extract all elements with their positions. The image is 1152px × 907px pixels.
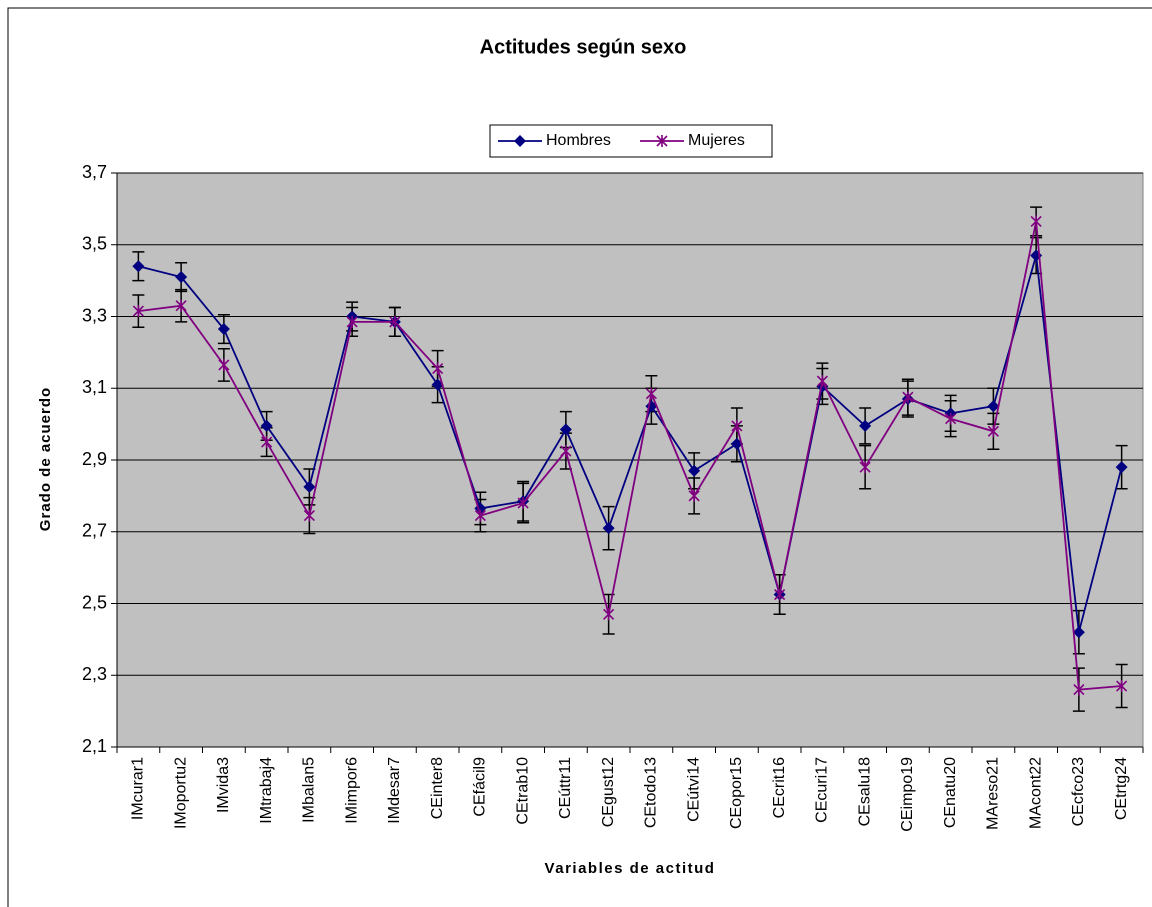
x-tick-label: CEgust12 [600, 757, 617, 827]
x-tick-label: IMdesar7 [386, 757, 403, 824]
x-tick-label: CEinter8 [429, 757, 446, 819]
marker [859, 419, 872, 432]
marker [731, 419, 743, 432]
marker [261, 436, 273, 449]
marker [603, 608, 615, 621]
x-tick-label: CEtrab10 [514, 757, 531, 825]
y-axis-label: Grado de acuerdo [37, 387, 54, 531]
marker [303, 480, 316, 493]
y-tick-label: 3,7 [82, 162, 107, 182]
chart-title: Actitudes según sexo [480, 36, 687, 58]
marker [132, 260, 145, 273]
x-tick-label: CEcuri17 [814, 757, 831, 823]
y-tick-label: 2,1 [82, 736, 107, 756]
marker [645, 387, 657, 400]
y-tick-label: 2,5 [82, 592, 107, 612]
x-axis-label: Variables de actitud [545, 860, 716, 877]
x-tick-label: CEcfco23 [1070, 757, 1087, 826]
legend-label: Hombres [546, 132, 611, 149]
marker [816, 375, 828, 388]
series-line [138, 221, 1122, 691]
marker [432, 362, 444, 375]
marker [1115, 461, 1128, 474]
marker [987, 400, 1000, 413]
marker [175, 299, 187, 312]
marker [774, 588, 786, 601]
y-tick-label: 3,5 [82, 234, 107, 254]
marker [559, 423, 572, 436]
marker [517, 497, 529, 510]
marker [656, 135, 668, 147]
y-tick-label: 2,3 [82, 664, 107, 684]
marker [688, 489, 700, 502]
y-tick-label: 2,9 [82, 449, 107, 469]
marker [688, 464, 701, 477]
marker [218, 358, 230, 371]
x-tick-label: CEcrit16 [771, 757, 788, 818]
marker [602, 522, 615, 535]
marker [514, 135, 526, 147]
marker [1030, 215, 1042, 228]
x-tick-label: CEopor15 [728, 757, 745, 829]
marker [260, 419, 273, 432]
marker [474, 509, 486, 522]
marker [987, 425, 999, 438]
x-tick-label: CEútvi14 [685, 757, 702, 822]
legend-label: Mujeres [688, 132, 745, 149]
x-tick-label: MAcont22 [1027, 757, 1044, 829]
x-tick-label: CEfácil9 [472, 757, 489, 817]
x-tick-label: IMtrabaj4 [258, 757, 275, 824]
marker [346, 315, 358, 328]
marker [945, 412, 957, 425]
x-tick-label: IMbalan5 [301, 757, 318, 823]
x-tick-label: IMvida3 [215, 757, 232, 813]
y-tick-label: 3,1 [82, 377, 107, 397]
x-tick-label: CEtodo13 [643, 757, 660, 828]
x-tick-label: CEúttr11 [557, 757, 574, 819]
x-tick-label: IMoportu2 [172, 757, 189, 829]
marker [175, 271, 188, 284]
marker [1073, 683, 1085, 696]
series-line [138, 255, 1123, 633]
x-tick-label: MAreso21 [985, 757, 1002, 830]
marker [217, 323, 230, 336]
x-tick-label: CEnatu20 [942, 757, 959, 828]
x-tick-label: CEsalu18 [856, 757, 873, 826]
x-tick-label: IMimpor6 [343, 757, 360, 824]
marker [389, 315, 401, 328]
marker [560, 445, 572, 458]
marker [859, 461, 871, 474]
legend: Hombres Mujeres [489, 124, 773, 158]
marker [902, 391, 914, 404]
marker [303, 509, 315, 522]
x-tick-label: IMcurar1 [130, 757, 147, 820]
marker [1116, 680, 1128, 693]
x-tick-label: CEimpo19 [899, 757, 916, 832]
marker [132, 305, 144, 318]
x-tick-label: CEtrtg24 [1113, 757, 1130, 820]
y-tick-label: 2,7 [82, 521, 107, 541]
marker [1072, 626, 1085, 639]
y-tick-label: 3,3 [82, 305, 107, 325]
